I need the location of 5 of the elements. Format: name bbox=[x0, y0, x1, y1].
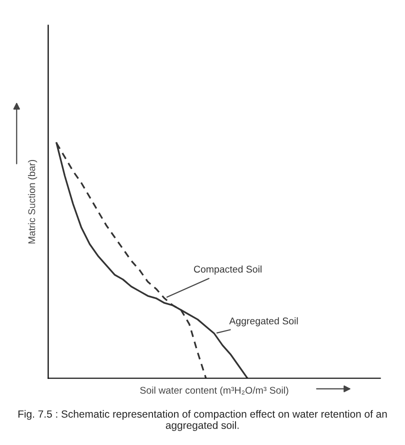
caption: Fig. 7.5 : Schematic representation of compaction effect on water retention of an aggregated soil. bbox=[18, 410, 387, 431]
text: Compacted Soil bbox=[194, 266, 262, 275]
x-axis-title: Soil water content (m³H₂O/m³ Soil) bbox=[140, 386, 288, 396]
series-label: Aggregated Soil bbox=[229, 317, 298, 326]
y-axis-title: Matric Suction (bar) bbox=[28, 160, 38, 244]
